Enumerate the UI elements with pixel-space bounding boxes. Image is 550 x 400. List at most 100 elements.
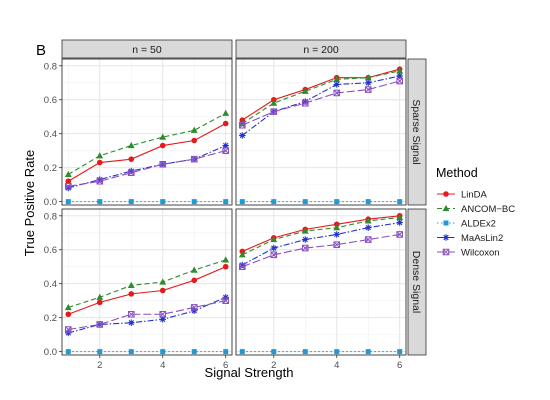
data-point-ancom-bc <box>159 278 167 285</box>
data-point-wilcoxon <box>127 169 135 177</box>
strip-dense-signal <box>407 208 427 356</box>
y-tick-label: 0.2 <box>44 163 57 174</box>
legend-key-marker <box>443 220 449 226</box>
axes: 0.0 0.2 0.4 0.6 0.8 0.0 0.2 0.4 0.6 0.8 2 4 6 2 4 6 <box>44 61 403 371</box>
y-tick-label: 0.8 <box>44 211 57 222</box>
x-tick-label: 6 <box>397 360 402 371</box>
strip-n-50 <box>61 39 233 59</box>
legend-label: MaAsLin2 <box>461 233 503 244</box>
data-point-ancom-bc <box>333 224 341 231</box>
data-point-linda <box>222 263 229 270</box>
data-point-aldex2 <box>365 199 371 205</box>
series-line-ancom-bc <box>242 216 400 256</box>
data-point-wilcoxon <box>96 321 104 328</box>
data-point-maaslin2 <box>365 224 372 231</box>
data-point-linda <box>191 137 198 144</box>
panel-n-200-sparse-signal <box>235 58 407 206</box>
data-point-ancom-bc <box>222 256 230 263</box>
data-point-ancom-bc <box>364 217 372 224</box>
data-point-aldex2 <box>97 349 103 355</box>
series-line-wilcoxon <box>242 80 400 126</box>
facet-panels <box>61 58 407 356</box>
series-wilcoxon <box>64 297 230 333</box>
data-point-wilcoxon <box>270 251 278 259</box>
series-line-maaslin2 <box>68 296 226 334</box>
data-point-wilcoxon <box>333 89 341 97</box>
panel-background <box>236 209 406 355</box>
strip-sparse-signal <box>407 58 427 206</box>
data-point-maaslin2 <box>270 244 277 252</box>
data-point-ancom-bc <box>301 227 309 234</box>
data-point-aldex2 <box>223 349 229 355</box>
data-point-wilcoxon <box>364 236 372 243</box>
panel-background <box>62 209 232 355</box>
data-point-maaslin2 <box>65 329 72 337</box>
data-point-ancom-bc <box>96 152 104 159</box>
data-point-aldex2 <box>65 199 71 205</box>
data-point-linda <box>222 120 229 127</box>
data-point-ancom-bc <box>396 67 404 74</box>
strip-label-n-200: n = 200 <box>303 44 338 56</box>
data-point-maaslin2 <box>302 98 309 105</box>
data-point-wilcoxon <box>64 326 72 333</box>
facet-strips: n = 50 n = 200 Sparse Signal Dense Signal <box>61 39 427 356</box>
series-ancom-bc <box>64 109 230 178</box>
y-tick-label: 0.6 <box>44 245 57 256</box>
data-point-linda <box>128 291 135 297</box>
data-point-linda <box>96 299 103 306</box>
data-point-wilcoxon <box>96 177 104 185</box>
series-line-ancom-bc <box>68 112 226 175</box>
series-line-wilcoxon <box>68 300 226 331</box>
strip-label-n-50: n = 50 <box>132 44 162 56</box>
panel-n-200-dense-signal <box>235 208 407 356</box>
x-tick-label: 2 <box>271 360 276 371</box>
series-wilcoxon <box>238 231 404 271</box>
panel-background <box>236 59 406 205</box>
data-point-wilcoxon <box>364 86 372 93</box>
data-point-wilcoxon <box>222 297 230 304</box>
data-point-maaslin2 <box>396 72 403 80</box>
data-point-wilcoxon <box>190 304 198 311</box>
data-point-maaslin2 <box>333 231 340 238</box>
data-point-linda <box>159 287 166 294</box>
series-aldex2 <box>65 199 229 205</box>
data-point-wilcoxon <box>127 310 135 318</box>
data-point-ancom-bc <box>333 75 341 82</box>
x-tick-label: 4 <box>334 360 339 371</box>
panel-border <box>235 208 407 356</box>
legend-key-marker <box>443 191 449 197</box>
data-point-aldex2 <box>128 349 134 355</box>
data-point-ancom-bc <box>222 109 230 116</box>
legend-item-aldex2: ALDEx2 <box>437 219 496 230</box>
legend-item-ancom-bc: ANCOM−BC <box>437 204 515 215</box>
legend-title: Method <box>436 166 478 180</box>
y-axis-title: True Positive Rate <box>22 150 37 256</box>
legend-key-marker <box>442 234 450 241</box>
x-tick-label: 6 <box>223 360 228 371</box>
series-line-linda <box>68 266 226 315</box>
data-point-maaslin2 <box>396 219 403 226</box>
data-point-maaslin2 <box>222 294 229 301</box>
series-line-maaslin2 <box>68 145 226 189</box>
data-point-ancom-bc <box>190 266 198 273</box>
data-point-maaslin2 <box>333 81 340 88</box>
data-point-aldex2 <box>160 199 166 205</box>
legend-label: Wilcoxon <box>461 248 500 259</box>
data-point-aldex2 <box>191 199 197 205</box>
data-point-maaslin2 <box>239 261 246 269</box>
data-point-ancom-bc <box>159 133 167 140</box>
data-point-linda <box>128 156 135 162</box>
series-linda <box>65 263 229 318</box>
series-line-wilcoxon <box>242 233 400 268</box>
legend-item-linda: LinDA <box>437 190 488 201</box>
data-point-wilcoxon <box>159 310 167 318</box>
data-point-wilcoxon <box>301 99 309 107</box>
data-point-aldex2 <box>239 349 245 355</box>
series-linda <box>65 120 229 185</box>
data-point-maaslin2 <box>128 167 135 175</box>
data-point-aldex2 <box>334 199 340 205</box>
data-point-aldex2 <box>97 199 103 205</box>
data-point-maaslin2 <box>239 132 246 139</box>
data-point-maaslin2 <box>159 316 166 323</box>
